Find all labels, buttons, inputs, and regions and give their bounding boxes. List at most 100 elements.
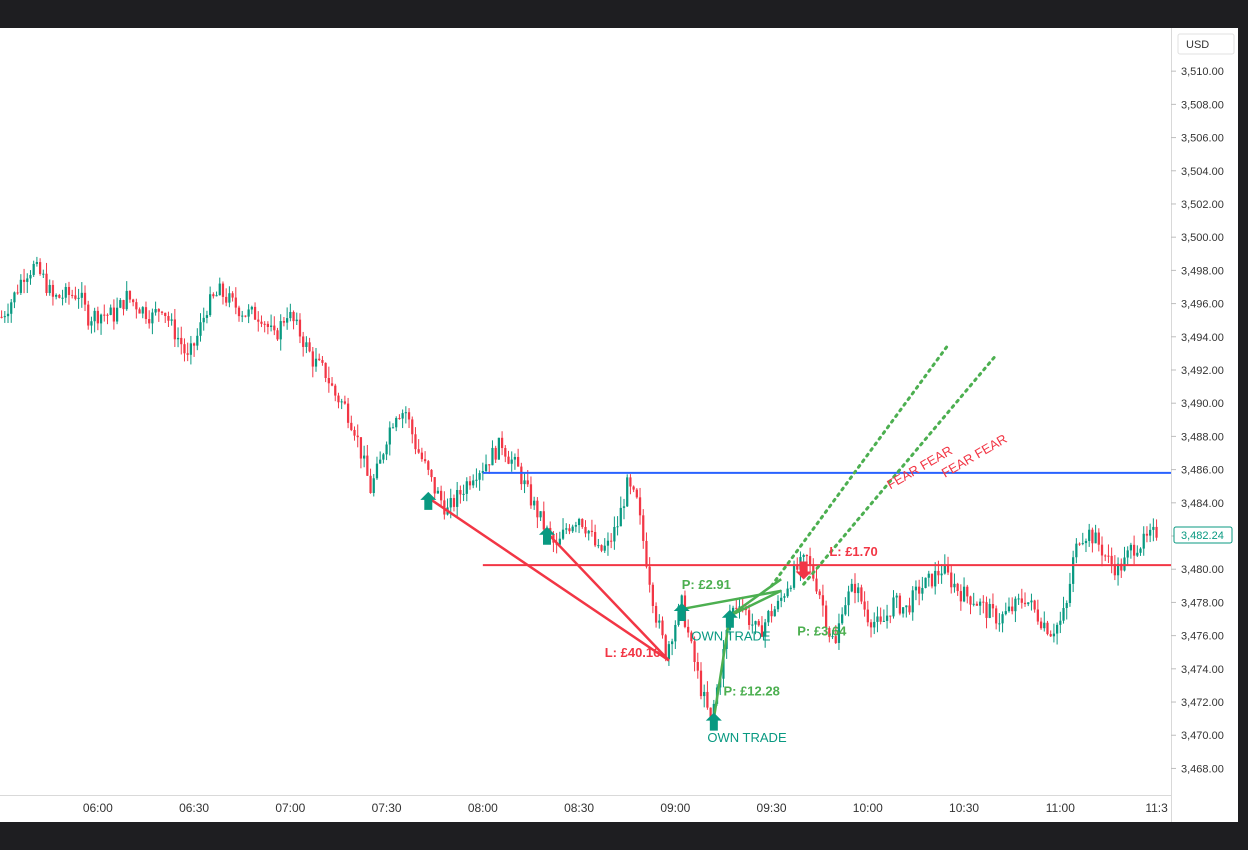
candle: [359, 437, 363, 469]
candle: [160, 310, 164, 316]
candle: [747, 604, 751, 630]
candle: [1142, 526, 1145, 556]
candle: [1046, 620, 1049, 636]
candle: [96, 306, 99, 331]
candle: [132, 298, 135, 307]
candle: [478, 470, 481, 491]
profit-line-3[interactable]: [712, 615, 732, 719]
candle: [382, 452, 385, 464]
candle: [1014, 596, 1017, 623]
candle: [693, 636, 696, 672]
candle: [183, 338, 186, 362]
candle: [462, 484, 465, 502]
candle: [533, 496, 536, 510]
candle: [135, 298, 138, 319]
buy-arrow-2[interactable]: [539, 526, 556, 545]
candle: [629, 474, 632, 495]
x-tick-label: 11:3: [1145, 801, 1168, 815]
y-tick-label: 3,476.00: [1181, 631, 1224, 643]
candle: [308, 337, 311, 353]
profit-label-1: P: £2.91: [682, 577, 731, 592]
candle: [953, 573, 956, 593]
profit-line-2[interactable]: [729, 589, 782, 617]
candle: [1059, 611, 1062, 634]
candle: [1123, 546, 1126, 572]
candle: [404, 406, 407, 424]
candle: [930, 573, 934, 589]
candle: [892, 590, 895, 619]
fear-dotted-line-1[interactable]: [770, 343, 950, 588]
candle: [561, 518, 565, 541]
candle: [648, 557, 651, 593]
y-tick-label: 3,472.00: [1181, 697, 1224, 709]
dotted-lines: [770, 343, 998, 588]
candle: [1091, 527, 1094, 553]
price-axis[interactable]: [1172, 28, 1238, 822]
candle: [295, 312, 298, 325]
candle: [616, 516, 619, 536]
loss-line-1[interactable]: [427, 496, 670, 662]
candle: [824, 600, 828, 635]
candle: [651, 582, 654, 614]
candle: [539, 511, 542, 522]
candle: [866, 600, 869, 627]
candle: [286, 307, 289, 330]
loss-label-1: L: £40.16: [605, 645, 661, 660]
candle: [321, 356, 324, 366]
candle: [934, 562, 937, 595]
candle: [423, 451, 427, 464]
profit-line-1[interactable]: [681, 589, 782, 611]
trade-markers: [420, 491, 812, 731]
buy-arrow-5[interactable]: [721, 609, 738, 628]
candle: [279, 314, 282, 351]
candle: [834, 625, 837, 645]
profit-label-3: P: £12.28: [723, 683, 779, 698]
candle: [991, 593, 995, 618]
candle: [1113, 555, 1116, 581]
candle: [343, 395, 347, 405]
candle: [1120, 558, 1123, 578]
candle: [510, 451, 513, 472]
candle: [808, 547, 812, 575]
candle: [658, 614, 661, 629]
candle: [844, 597, 847, 616]
currency-button[interactable]: [1177, 33, 1235, 55]
candle: [860, 584, 863, 605]
candle: [1036, 599, 1039, 625]
candle: [3, 310, 6, 323]
y-tick-label: 3,508.00: [1181, 99, 1224, 111]
candle: [837, 613, 841, 650]
candle: [391, 423, 395, 429]
candle: [388, 421, 391, 456]
candle: [1023, 592, 1027, 607]
candle: [379, 451, 382, 464]
loss-line-2[interactable]: [546, 531, 670, 662]
candle: [67, 281, 71, 305]
candle: [911, 586, 914, 621]
sell-arrow-1[interactable]: [795, 561, 812, 580]
candle: [38, 258, 42, 276]
candle: [398, 414, 401, 420]
candle: [873, 612, 876, 635]
candle: [1100, 536, 1104, 567]
buy-arrow-4[interactable]: [705, 712, 722, 731]
candle: [112, 299, 116, 330]
candle: [324, 362, 327, 383]
candle: [468, 476, 472, 490]
candle: [436, 487, 440, 494]
candle: [841, 607, 844, 625]
buy-arrow-1[interactable]: [420, 491, 437, 510]
candle: [513, 453, 517, 470]
candle: [959, 584, 962, 611]
candle: [1081, 532, 1084, 546]
y-tick-label: 3,484.00: [1181, 498, 1224, 510]
candle: [670, 638, 674, 656]
candle: [885, 604, 889, 629]
candle: [500, 431, 504, 456]
plot-area[interactable]: [0, 28, 1171, 822]
candle: [1145, 526, 1149, 543]
fear-dotted-line-2[interactable]: [802, 353, 998, 586]
buy-arrow-3[interactable]: [673, 603, 690, 622]
candle: [176, 327, 180, 348]
